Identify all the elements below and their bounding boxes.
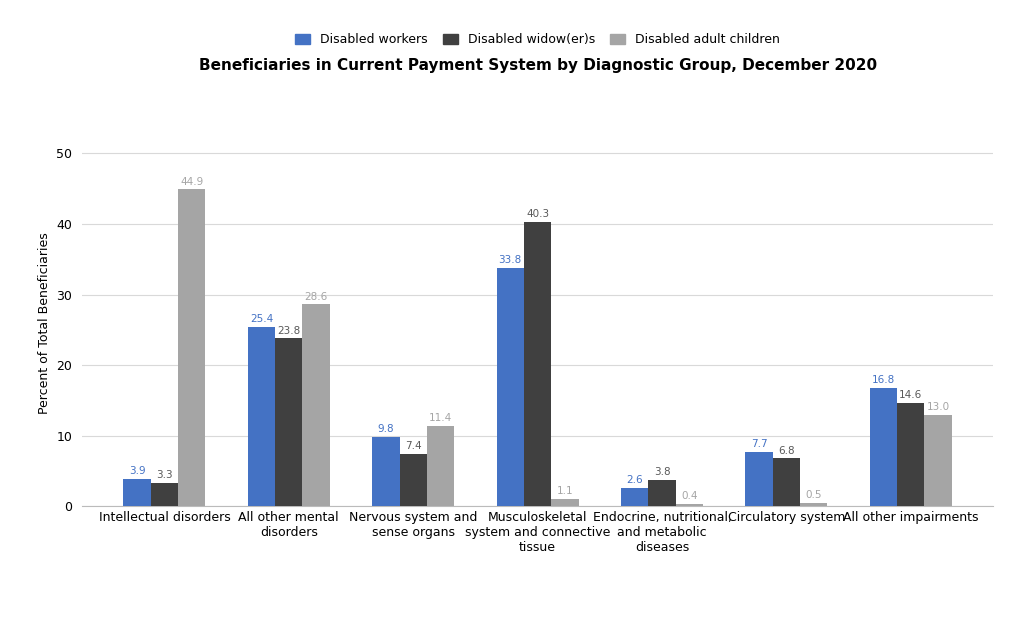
- Bar: [151, 483, 178, 506]
- Bar: [178, 189, 206, 506]
- Text: 0.5: 0.5: [806, 490, 822, 500]
- Text: 7.4: 7.4: [404, 441, 422, 451]
- Bar: [648, 480, 676, 506]
- Text: 28.6: 28.6: [304, 292, 328, 302]
- Title: Beneficiaries in Current Payment System by Diagnostic Group, December 2020: Beneficiaries in Current Payment System …: [199, 58, 877, 73]
- Text: 16.8: 16.8: [871, 375, 895, 385]
- Text: 3.8: 3.8: [653, 467, 671, 477]
- Bar: [800, 503, 827, 506]
- Bar: [869, 388, 897, 506]
- Bar: [427, 426, 455, 506]
- Bar: [925, 415, 952, 506]
- Bar: [123, 479, 151, 506]
- Text: 3.3: 3.3: [156, 470, 173, 480]
- Bar: [399, 454, 427, 506]
- Text: 40.3: 40.3: [526, 209, 549, 219]
- Text: 2.6: 2.6: [627, 475, 643, 486]
- Text: 0.4: 0.4: [681, 491, 697, 501]
- Text: 14.6: 14.6: [899, 391, 923, 401]
- Text: 3.9: 3.9: [129, 466, 145, 476]
- Y-axis label: Percent of Total Beneficiaries: Percent of Total Beneficiaries: [38, 232, 50, 414]
- Bar: [248, 327, 275, 506]
- Bar: [372, 437, 399, 506]
- Bar: [897, 403, 925, 506]
- Text: 44.9: 44.9: [180, 177, 204, 187]
- Bar: [773, 458, 800, 506]
- Text: 11.4: 11.4: [429, 413, 453, 423]
- Text: 7.7: 7.7: [751, 439, 767, 449]
- Bar: [551, 499, 579, 506]
- Text: 33.8: 33.8: [499, 255, 522, 265]
- Bar: [275, 339, 302, 506]
- Bar: [497, 268, 524, 506]
- Bar: [302, 304, 330, 506]
- Text: 6.8: 6.8: [778, 446, 795, 456]
- Bar: [745, 452, 773, 506]
- Text: 25.4: 25.4: [250, 314, 273, 324]
- Bar: [524, 222, 551, 506]
- Text: 23.8: 23.8: [278, 325, 300, 335]
- Text: 9.8: 9.8: [378, 424, 394, 434]
- Legend: Disabled workers, Disabled widow(er)s, Disabled adult children: Disabled workers, Disabled widow(er)s, D…: [290, 28, 785, 51]
- Text: 1.1: 1.1: [557, 486, 573, 496]
- Text: 13.0: 13.0: [927, 402, 949, 412]
- Bar: [676, 504, 703, 506]
- Bar: [621, 488, 648, 506]
